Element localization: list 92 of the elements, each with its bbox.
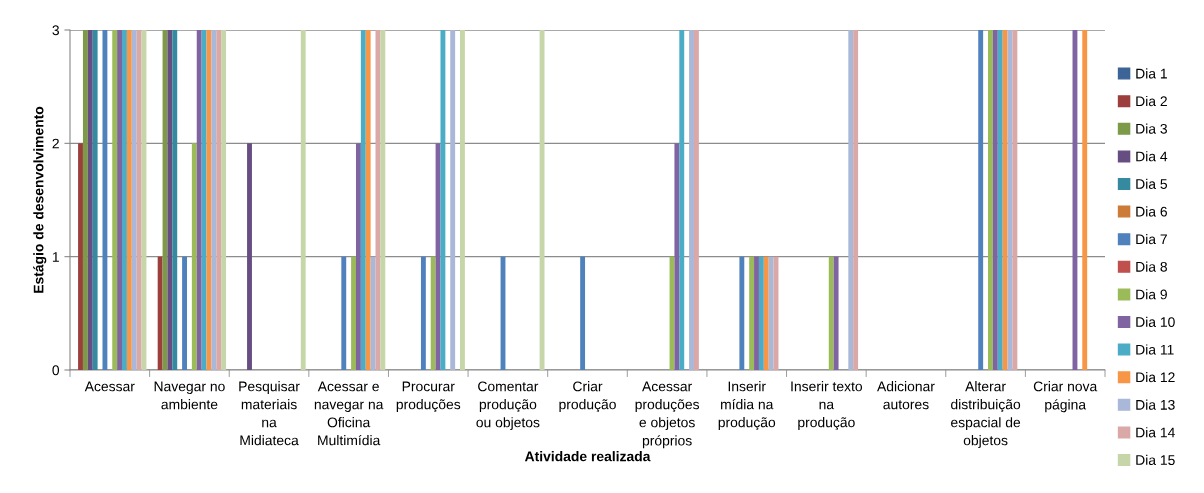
bar <box>112 30 118 370</box>
x-tick-label: Pesquisar materiais na Midiateca <box>239 381 300 446</box>
bar <box>78 143 83 370</box>
legend-label: Dia 12 <box>1136 371 1175 383</box>
bar <box>693 30 699 370</box>
bar <box>191 143 197 370</box>
bar <box>580 256 586 370</box>
bar <box>351 256 356 370</box>
legend-label: Dia 8 <box>1136 261 1167 272</box>
legend-label: Dia 9 <box>1136 289 1167 300</box>
bar <box>763 256 769 370</box>
bar <box>221 30 227 370</box>
bar <box>833 256 839 370</box>
bar <box>102 30 108 370</box>
bar <box>131 30 137 370</box>
legend-label: Dia 6 <box>1136 206 1167 217</box>
bar <box>848 30 854 370</box>
legend-label: Dia 1 <box>1136 68 1167 79</box>
bar <box>370 256 376 370</box>
legend-label: Dia 3 <box>1136 123 1167 134</box>
bar <box>167 30 173 370</box>
legend-label: Dia 7 <box>1136 233 1167 245</box>
bar <box>117 30 123 370</box>
y-tick-label: 1 <box>52 252 59 262</box>
bar <box>136 30 142 370</box>
bar <box>430 256 436 370</box>
x-tick-label: Acessar <box>84 381 135 392</box>
x-tick-label: Navegar no ambiente <box>154 381 225 410</box>
bar <box>988 30 993 370</box>
x-tick-label: Procurar produções <box>396 381 461 413</box>
bar <box>679 30 685 370</box>
x-tick-label: Criar produção <box>559 381 616 413</box>
x-tick-label: Adicionar autores <box>877 381 935 410</box>
x-tick-label: Criar nova página <box>1033 381 1098 413</box>
bar <box>122 30 127 370</box>
bar <box>82 30 88 370</box>
bar <box>853 30 859 370</box>
x-tick-label: Acessar e navegar na Oficina Multimídia <box>314 381 384 446</box>
legend-label: Dia 11 <box>1136 344 1174 355</box>
bar <box>300 30 306 370</box>
bar <box>992 30 998 370</box>
bar <box>355 143 361 370</box>
legend-label: Dia 15 <box>1136 454 1175 465</box>
bar <box>182 256 187 370</box>
bar <box>87 30 93 370</box>
bar <box>380 30 386 370</box>
x-tick-label: Comentar produção ou objetos <box>476 381 540 431</box>
bar <box>674 143 680 370</box>
bar <box>739 256 745 370</box>
x-tick-label: Inserir mídia na produção <box>718 381 776 431</box>
bar <box>440 30 446 370</box>
bar <box>247 143 252 370</box>
bar <box>420 256 426 370</box>
bar <box>828 256 834 370</box>
legend-label: Dia 10 <box>1136 316 1175 327</box>
bar <box>157 256 163 370</box>
legend-label: Dia 14 <box>1136 427 1175 438</box>
bar <box>1082 30 1088 370</box>
bar <box>768 256 774 370</box>
bar <box>978 30 984 370</box>
legend-label: Dia 5 <box>1136 178 1168 189</box>
bar <box>749 256 755 370</box>
x-axis-title: Atividade realizada <box>524 451 651 462</box>
bar <box>460 30 465 370</box>
bar <box>126 30 132 370</box>
bar <box>450 30 456 370</box>
legend-label: Dia 4 <box>1136 151 1168 162</box>
y-tick-label: 2 <box>52 138 59 149</box>
bar <box>92 30 98 370</box>
bar <box>754 256 759 370</box>
bar <box>689 30 694 370</box>
x-tick-label: Acessar produções e objetos próprios <box>635 381 700 449</box>
bar <box>997 30 1003 370</box>
bar <box>1002 30 1008 370</box>
bar <box>172 30 178 370</box>
legend-label: Dia 2 <box>1136 95 1167 107</box>
bar <box>365 30 371 370</box>
bar <box>341 256 347 370</box>
y-tick-label: 0 <box>52 365 60 376</box>
bar <box>201 30 207 370</box>
x-tick-label: Inserir texto na produção <box>791 381 863 431</box>
x-tick-label: Alterar distribuição espacial de objetos <box>951 381 1021 449</box>
bar <box>539 30 545 370</box>
bar <box>196 30 202 370</box>
legend-label: Dia 13 <box>1136 399 1175 410</box>
y-tick-label: 3 <box>52 25 59 36</box>
bar <box>758 256 764 370</box>
bar <box>216 30 222 370</box>
bar <box>211 30 217 370</box>
bar <box>1012 30 1018 370</box>
bar <box>360 30 366 370</box>
y-axis-title: Estágio de desenvolvimento <box>33 106 47 293</box>
